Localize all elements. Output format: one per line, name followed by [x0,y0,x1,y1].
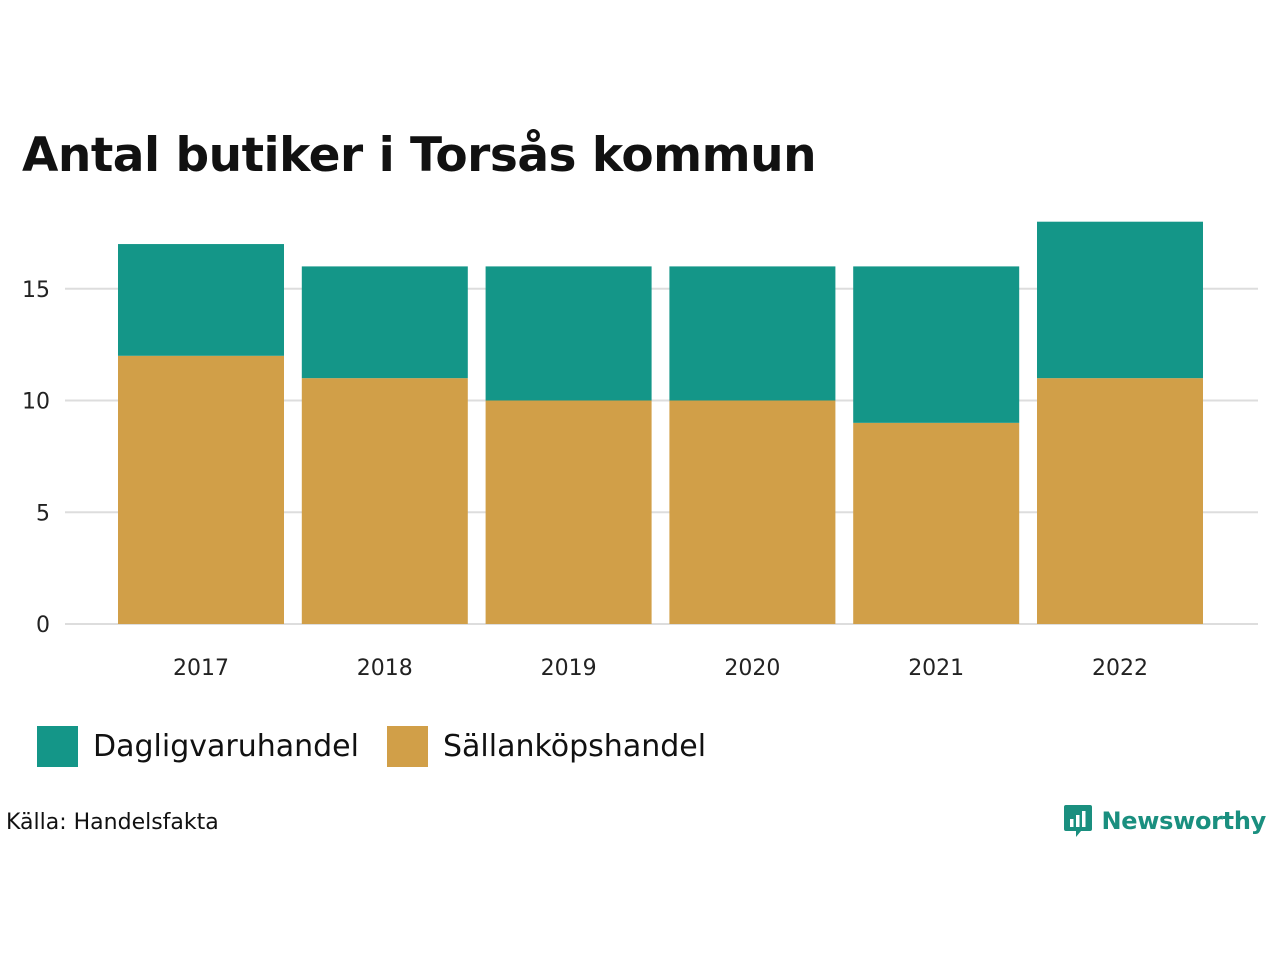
bars [118,221,1203,624]
legend: Dagligvaruhandel Sällanköpshandel [37,726,734,767]
bar-dagligvaruhandel-2020 [669,266,836,401]
legend-swatch-sallankopshandel [386,726,428,767]
bar-s-llank-pshandel-2019 [485,400,652,624]
bar-dagligvaruhandel-2019 [485,266,652,401]
x-tick-label: 2017 [173,656,229,681]
y-tick-label: 5 [36,501,50,526]
stacked-bar-chart: 0 5 10 15 2017 2018 2019 2020 2021 2022 [22,221,1258,681]
legend-item-sallankopshandel: Sällanköpshandel [386,726,707,767]
legend-label-sallankopshandel: Sällanköpshandel [442,729,707,764]
y-axis-labels: 0 5 10 15 [22,278,50,638]
bar-dagligvaruhandel-2021 [853,266,1020,423]
x-axis-labels: 2017 2018 2019 2020 2021 2022 [173,656,1148,681]
bar-dagligvaruhandel-2017 [118,244,284,356]
newsworthy-chart-icon [1064,805,1093,837]
chart-title: Antal butiker i Torsås kommun [22,128,817,183]
bar-s-llank-pshandel-2018 [301,378,468,624]
bar-dagligvaruhandel-2022 [1037,221,1203,379]
bar-s-llank-pshandel-2020 [669,400,836,624]
x-tick-label: 2019 [541,656,597,681]
x-tick-label: 2021 [908,656,964,681]
y-tick-label: 10 [22,390,50,415]
x-tick-label: 2022 [1092,656,1148,681]
bar-s-llank-pshandel-2022 [1037,378,1203,624]
legend-label-dagligvaruhandel: Dagligvaruhandel [93,729,359,764]
x-tick-label: 2020 [724,656,780,681]
legend-item-dagligvaruhandel: Dagligvaruhandel [37,726,359,767]
newsworthy-logo-text: Newsworthy [1101,807,1266,835]
bar-dagligvaruhandel-2018 [301,266,468,379]
bar-s-llank-pshandel-2017 [118,355,284,624]
source-note: Källa: Handelsfakta [6,810,219,835]
legend-swatch-dagligvaruhandel [37,726,78,767]
y-tick-label: 0 [36,613,50,638]
bar-s-llank-pshandel-2021 [853,422,1020,624]
x-tick-label: 2018 [357,656,413,681]
y-tick-label: 15 [22,278,50,303]
newsworthy-logo: Newsworthy [1063,803,1266,839]
